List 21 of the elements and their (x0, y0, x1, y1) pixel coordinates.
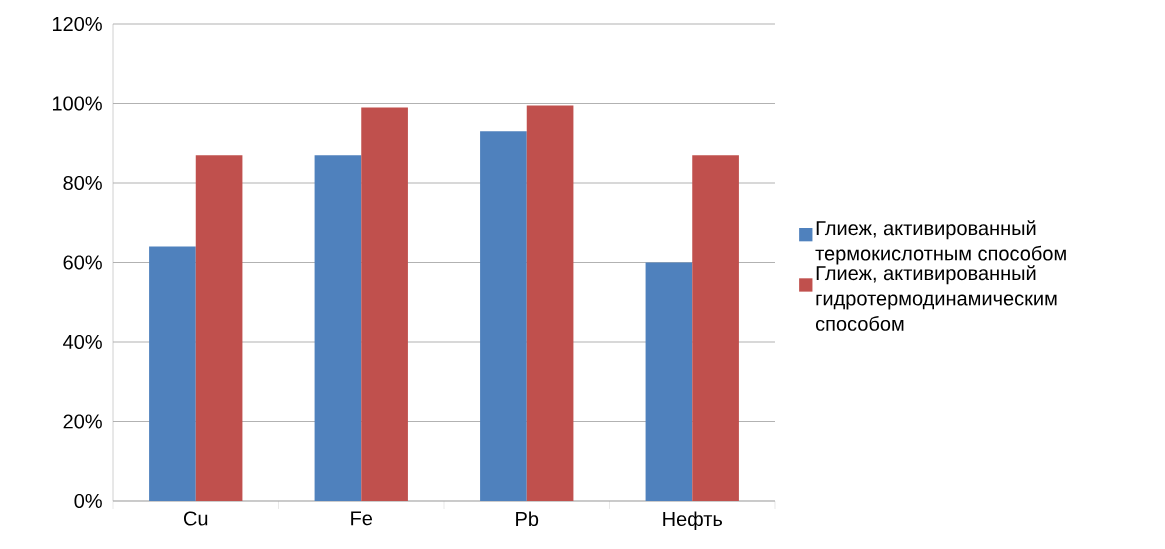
x-tick-label: Pb (516, 511, 539, 527)
bar (692, 155, 739, 501)
x-tick-label: Cu (184, 511, 208, 526)
bar (480, 131, 527, 501)
bar (361, 107, 408, 501)
legend-label: Глиеж, активированный термокислотным способом (815, 220, 1066, 265)
y-tick-label: 100% (52, 96, 102, 111)
bar (645, 262, 693, 501)
y-tick-label: 0% (74, 493, 102, 509)
y-tick-label: 120% (52, 16, 102, 32)
x-tick-label: Fe (351, 511, 373, 526)
y-tick-label: 60% (63, 255, 102, 270)
legend-label: Глиеж, активированный гидротермодинамическим способом (815, 265, 1057, 331)
bar (314, 155, 362, 501)
bar (149, 246, 196, 501)
y-tick-label: 80% (63, 175, 102, 191)
y-tick-label: 20% (63, 414, 102, 429)
x-tick-label: Нефть (663, 511, 723, 531)
y-tick-label: 40% (63, 334, 102, 350)
bar (526, 105, 574, 501)
bar (195, 155, 243, 501)
